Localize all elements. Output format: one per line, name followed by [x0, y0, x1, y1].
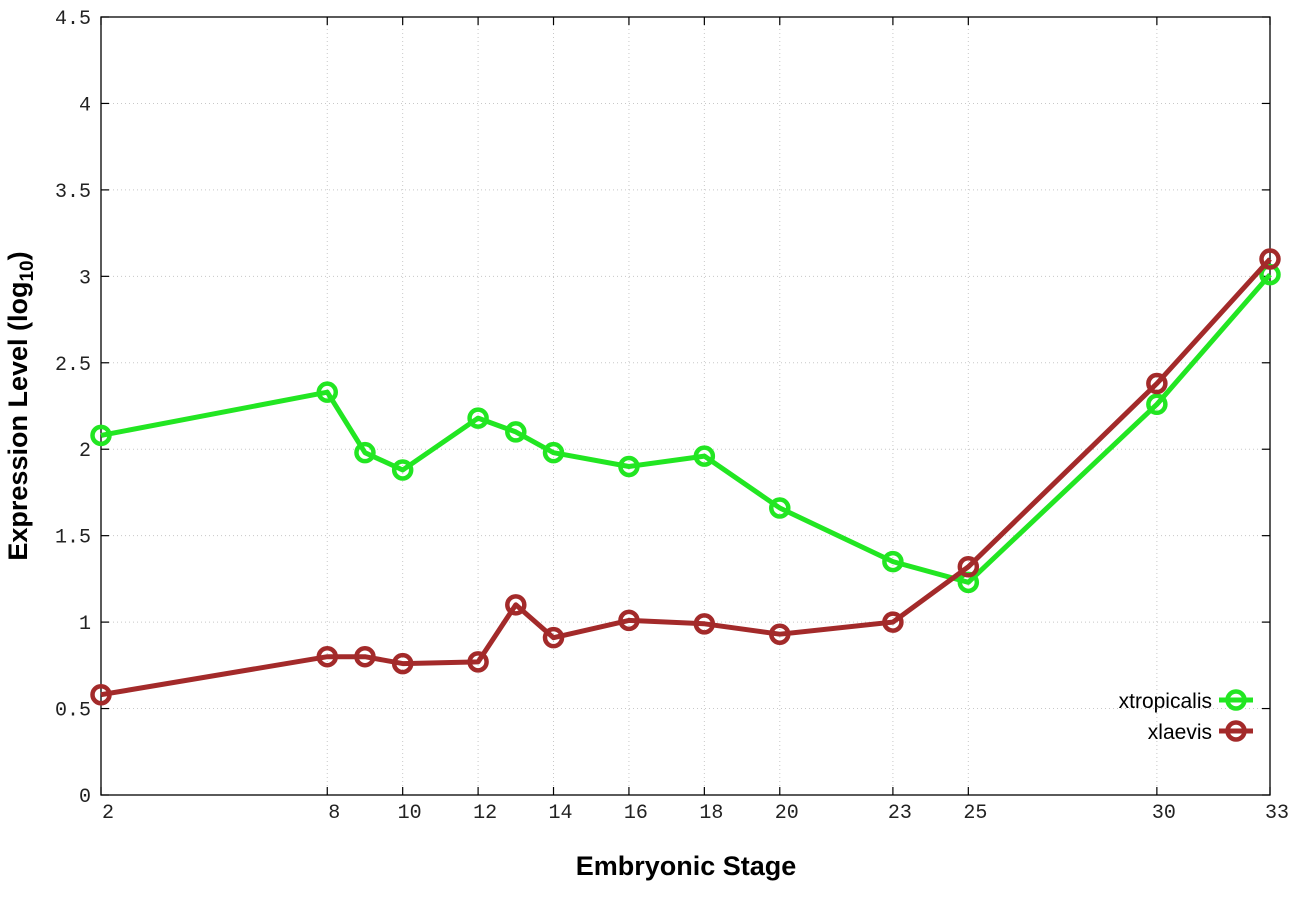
data-point-xlaevis — [618, 609, 640, 632]
data-point-xlaevis — [505, 594, 527, 616]
y-tick-label: 1.5 — [55, 527, 91, 550]
x-tick-label: 12 — [473, 802, 497, 825]
data-point-xlaevis — [391, 652, 414, 675]
y-tick-label: 0 — [79, 786, 91, 809]
legend-marker-xlaevis — [1225, 720, 1247, 742]
data-point-xlaevis — [1259, 248, 1281, 270]
y-tick-label: 0.5 — [55, 700, 91, 723]
data-point-xtropicalis — [542, 441, 565, 464]
data-point-xlaevis — [769, 623, 791, 645]
y-axis-title-subscript: 10 — [17, 260, 38, 281]
y-tick-label: 3.5 — [55, 181, 91, 204]
axis-ticks: 0 0.5 1 1.5 2 2.5 3 3.5 4 4.5 2 8 10 12 14 16 18 20 23 25 30… — [55, 8, 1289, 825]
legend: xtropicalis xlaevis — [1119, 689, 1253, 744]
data-point-xtropicalis — [693, 445, 716, 467]
x-tick-label: 2 — [102, 802, 114, 825]
data-point-xlaevis — [467, 651, 489, 673]
y-tick-label: 4.5 — [55, 8, 91, 31]
data-point-xlaevis — [1146, 372, 1168, 395]
data-point-xlaevis — [957, 556, 980, 578]
legend-marker-xtropicalis — [1225, 689, 1247, 711]
data-point-xtropicalis — [769, 497, 791, 519]
data-point-xtropicalis — [467, 407, 489, 429]
x-tick-label: 30 — [1152, 802, 1176, 825]
y-axis-title-main: Expression Level (log — [3, 282, 33, 561]
x-tick-label: 20 — [775, 802, 799, 825]
y-tick-label: 1 — [79, 613, 91, 636]
x-tick-label: 25 — [963, 802, 987, 825]
y-tick-label: 2.5 — [55, 354, 91, 377]
data-point-xlaevis — [90, 683, 112, 706]
y-tick-label: 2 — [79, 440, 91, 463]
x-tick-label: 8 — [328, 802, 340, 825]
data-point-xtropicalis — [1146, 393, 1168, 416]
y-tick-label: 4 — [79, 94, 91, 117]
x-tick-label: 33 — [1265, 802, 1289, 825]
x-tick-label: 18 — [699, 802, 723, 825]
grid — [101, 17, 1270, 795]
data-point-xtropicalis — [354, 441, 376, 464]
y-axis-title-close: ) — [3, 251, 33, 260]
data-point-xtropicalis — [316, 381, 339, 403]
x-tick-label: 10 — [398, 802, 422, 825]
data-point-xlaevis — [542, 626, 565, 649]
data-point-xlaevis — [354, 645, 376, 668]
y-tick-label: 3 — [79, 267, 91, 290]
data-point-xtropicalis — [505, 421, 527, 443]
data-point-xtropicalis — [618, 455, 640, 478]
data-point-xlaevis — [693, 613, 716, 635]
legend-label-xtropicalis: xtropicalis — [1119, 690, 1212, 713]
x-tick-label: 23 — [888, 802, 912, 825]
data-point-xlaevis — [882, 611, 904, 633]
data-point-xtropicalis — [882, 550, 904, 573]
data-point-xtropicalis — [391, 459, 414, 481]
data-series — [90, 248, 1281, 706]
legend-label-xlaevis: xlaevis — [1148, 721, 1212, 744]
x-tick-label: 14 — [549, 802, 573, 825]
plot-frame — [100, 16, 1271, 796]
y-axis-title: Expression Level (log10) — [3, 251, 38, 560]
x-axis-title: Embryonic Stage — [576, 851, 797, 881]
data-point-xtropicalis — [90, 424, 112, 447]
data-point-xlaevis — [316, 645, 339, 668]
x-tick-label: 16 — [624, 802, 648, 825]
